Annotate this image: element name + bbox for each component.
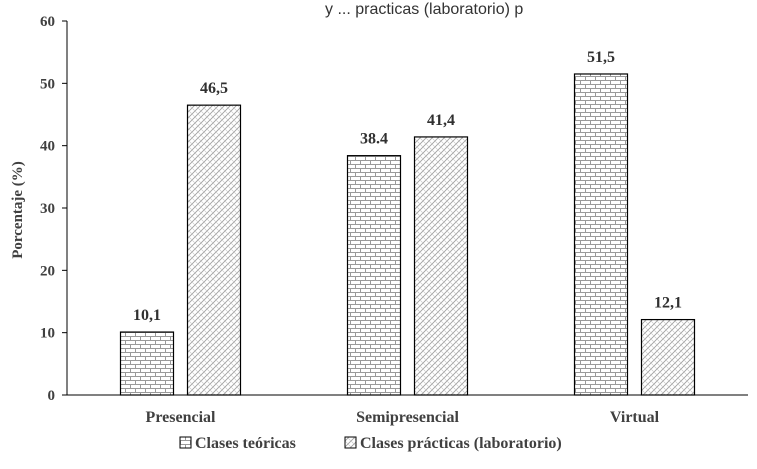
chart-title: y ... practicas (laboratorio) p [325, 1, 523, 18]
data-label: 10,1 [133, 307, 161, 324]
legend-swatch [344, 436, 357, 449]
x-tick-label: Virtual [610, 409, 660, 426]
x-tick-label: Semipresencial [356, 409, 459, 426]
y-tick-label: 50 [40, 76, 55, 92]
bar-semipresencial-series-2 [413, 136, 469, 396]
data-label: 51,5 [587, 49, 615, 66]
legend-label: Clases prácticas (laboratorio) [360, 435, 562, 452]
y-tick-label: 10 [40, 326, 55, 342]
bar-semipresencial-series-1 [346, 155, 402, 396]
data-label: 41,4 [427, 112, 455, 129]
data-label: 38.4 [360, 131, 388, 148]
legend: Clases teóricas Clases prácticas (laborat… [179, 435, 562, 452]
y-tick-label: 40 [40, 139, 55, 155]
bar-virtual-series-2 [640, 318, 696, 396]
y-tick-label: 60 [40, 14, 55, 30]
y-tick-label: 30 [40, 201, 55, 217]
y-tick-label: 0 [48, 388, 56, 404]
data-label: 46,5 [200, 80, 228, 97]
data-labels-layer: 10,1 46,5 38.4 41,4 51,5 12,1 [133, 49, 682, 324]
axes-layer: Presencial Semipresencial Virtual 0 10 20 30 40… [40, 14, 748, 426]
data-label: 12,1 [654, 295, 682, 312]
bars-layer [119, 73, 696, 396]
y-tick-label: 20 [40, 263, 55, 279]
legend-swatch [179, 436, 192, 449]
y-axis-label: Porcentaje (%) [10, 161, 26, 259]
bar-presencial-series-1 [119, 331, 175, 396]
legend-label: Clases teóricas [195, 435, 296, 452]
bar-presencial-series-2 [186, 104, 242, 396]
x-tick-label: Presencial [146, 409, 216, 426]
bar-virtual-series-1 [573, 73, 629, 396]
